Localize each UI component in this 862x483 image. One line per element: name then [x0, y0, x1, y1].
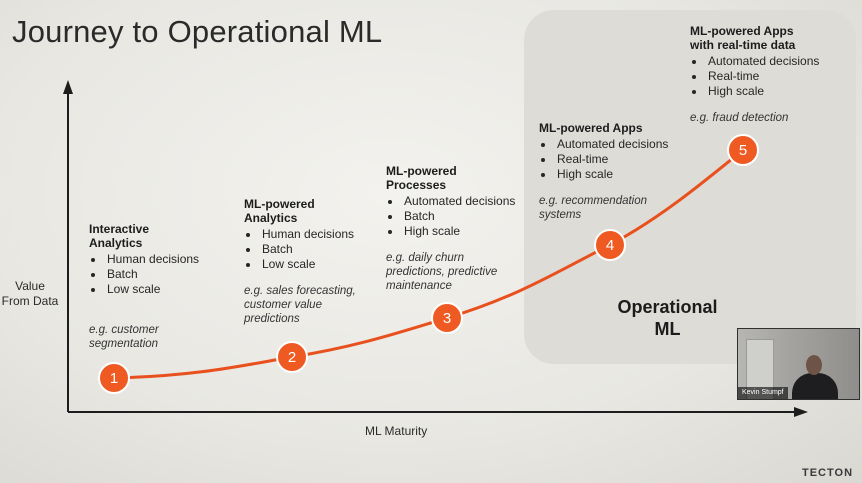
stage-2: ML-powered Analytics Human decisions Bat… — [244, 197, 356, 326]
stage-example-line: predictions — [244, 313, 300, 325]
stage-bullets: Human decisions Batch Low scale — [89, 252, 199, 297]
stage-title-line: Analytics — [244, 211, 298, 225]
stage-marker-number: 2 — [288, 349, 296, 366]
slide-title: Journey to Operational ML — [12, 14, 383, 49]
stage-marker-1 — [98, 362, 130, 394]
y-axis-label: Value From Data — [0, 279, 64, 309]
stage-example: e.g. daily churn predictions, predictive… — [386, 251, 515, 293]
stage-title-line: ML-powered Apps — [539, 121, 643, 135]
stage-example-line: maintenance — [386, 280, 452, 292]
stage-bullets: Automated decisions Real-time High scale — [690, 54, 819, 99]
stage-bullet: High scale — [402, 224, 515, 239]
stage-bullets: Human decisions Batch Low scale — [244, 227, 356, 272]
stage-bullet: Real-time — [555, 152, 668, 167]
stage-bullet: Batch — [402, 209, 515, 224]
stage-title: ML-powered Processes — [386, 164, 515, 192]
stage-example-line: predictions, predictive — [386, 266, 498, 278]
stage-bullet: High scale — [706, 84, 819, 99]
webcam-name-bar: Kevin Stumpf — [738, 387, 788, 399]
stage-marker-5 — [727, 134, 759, 166]
stage-title-line: ML-powered — [386, 164, 457, 178]
brand-logo-text: TECTON — [802, 467, 854, 479]
stage-marker-number: 4 — [606, 237, 614, 254]
stage-example-line: e.g. fraud detection — [690, 112, 789, 124]
stage-example: e.g. fraud detection — [690, 111, 819, 125]
stage-title: Interactive Analytics — [89, 222, 199, 250]
stage-bullet: Low scale — [260, 257, 356, 272]
stage-example: e.g. sales forecasting, customer value p… — [244, 284, 356, 326]
stage-title-line: with real-time data — [690, 38, 796, 52]
stage-bullet: Automated decisions — [555, 137, 668, 152]
stage-example-line: customer value — [244, 299, 322, 311]
stage-title: ML-powered Analytics — [244, 197, 356, 225]
stage-example-line: e.g. daily churn — [386, 252, 464, 264]
presenter-head — [806, 355, 822, 375]
stage-title-line: ML-powered — [244, 197, 315, 211]
stage-bullet: Automated decisions — [402, 194, 515, 209]
stage-bullet: Low scale — [105, 282, 199, 297]
stage-marker-3 — [431, 302, 463, 334]
stage-1: Interactive Analytics Human decisions Ba… — [89, 222, 199, 351]
stage-title-line: Analytics — [89, 236, 143, 250]
stage-example-line: e.g. sales forecasting, — [244, 285, 356, 297]
stage-example: e.g. recommendation systems — [539, 194, 668, 222]
stage-example-line: segmentation — [89, 338, 159, 350]
stage-example-line: e.g. customer — [89, 324, 159, 336]
stage-marker-number: 3 — [443, 310, 451, 327]
stage-example-line: systems — [539, 209, 582, 221]
stage-marker-4 — [594, 229, 626, 261]
stage-bullet: Human decisions — [260, 227, 356, 242]
stage-bullet: Human decisions — [105, 252, 199, 267]
y-axis-label-line: From Data — [1, 294, 59, 308]
stage-5: ML-powered Apps with real-time data Auto… — [690, 24, 819, 125]
stage-bullet: Real-time — [706, 69, 819, 84]
stage-marker-2 — [276, 341, 308, 373]
stage-title-line: Processes — [386, 178, 447, 192]
stage-title-line: Interactive — [89, 222, 150, 236]
webcam-overlay: Kevin Stumpf — [737, 328, 860, 400]
stage-example-line: e.g. recommendation — [539, 195, 648, 207]
y-axis-arrow — [63, 80, 73, 94]
stage-4: ML-powered Apps Automated decisions Real… — [539, 121, 668, 222]
operational-ml-panel — [524, 10, 856, 364]
y-axis-label-line: Value — [15, 279, 45, 293]
stage-marker-number: 5 — [739, 142, 747, 159]
operational-ml-label: Operational ML — [600, 296, 735, 340]
stage-title-line: ML-powered Apps — [690, 24, 794, 38]
stage-bullet: Batch — [260, 242, 356, 257]
stage-bullet: High scale — [555, 167, 668, 182]
stage-bullets: Automated decisions Batch High scale — [386, 194, 515, 239]
presenter-name: Kevin Stumpf — [742, 389, 784, 396]
stage-title: ML-powered Apps — [539, 121, 668, 135]
stage-marker-number: 1 — [110, 370, 118, 387]
presenter-body — [792, 373, 838, 399]
stage-example: e.g. customer segmentation — [89, 323, 199, 351]
operational-ml-label-line: ML — [654, 319, 681, 339]
x-axis-arrow — [794, 407, 808, 417]
stage-bullets: Automated decisions Real-time High scale — [539, 137, 668, 182]
operational-ml-label-line: Operational — [617, 297, 718, 317]
stage-bullet: Batch — [105, 267, 199, 282]
x-axis-label: ML Maturity — [365, 424, 428, 438]
stage-bullet: Automated decisions — [706, 54, 819, 69]
stage-3: ML-powered Processes Automated decisions… — [386, 164, 515, 293]
stage-title: ML-powered Apps with real-time data — [690, 24, 819, 52]
